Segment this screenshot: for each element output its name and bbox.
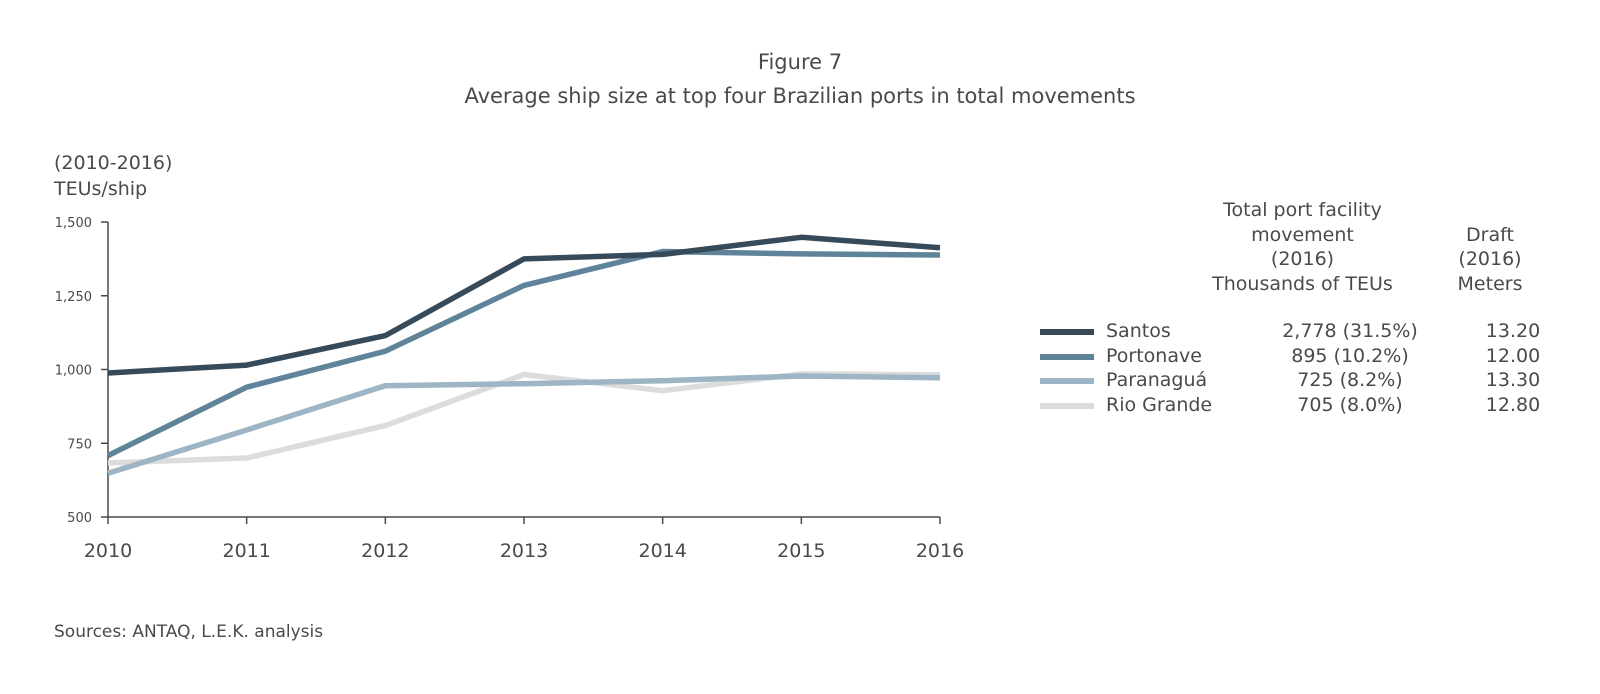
- legend-row-paranagua: Paranaguá 725 (8.2%) 13.30: [1040, 369, 1560, 394]
- x-tick-label: 2015: [777, 540, 825, 562]
- movement-column-header: Total port facility movement (2016) Thou…: [1190, 198, 1415, 296]
- y-tick-label: 1,250: [55, 290, 92, 305]
- y-tick-label: 1,500: [55, 216, 92, 231]
- legend-table: Santos 2,778 (31.5%) 13.20 Portonave 895…: [1040, 320, 1560, 418]
- legend-swatch: [1040, 353, 1094, 360]
- x-tick-label: 2012: [361, 540, 409, 562]
- legend-row-portonave: Portonave 895 (10.2%) 12.00: [1040, 345, 1560, 370]
- series-line-paranagua: [107, 373, 941, 476]
- y-tick-label: 750: [67, 437, 92, 452]
- x-tick-label: 2014: [638, 540, 686, 562]
- draft-header-line: Draft: [1466, 223, 1514, 246]
- legend-swatch: [1040, 402, 1094, 409]
- legend-swatch: [1040, 329, 1094, 335]
- legend-draft: 13.30: [1485, 369, 1541, 391]
- y-tick-label: 500: [67, 511, 92, 526]
- draft-column-header: Draft (2016) Meters: [1435, 223, 1545, 297]
- y-tick-label: 1,000: [55, 364, 92, 379]
- legend-draft: 12.80: [1485, 393, 1541, 416]
- movement-header-line: Thousands of TEUs: [1212, 272, 1393, 295]
- line-chart: 500 750 1,000 1,250 1,500 2010 2011 2012 2013 201…: [55, 216, 964, 562]
- range-label: (2010-2016): [54, 152, 173, 174]
- movement-header-line: Total port facility: [1223, 199, 1382, 221]
- legend-movement: 725 (8.2%): [1297, 369, 1403, 391]
- x-tick-label: 2011: [222, 540, 270, 562]
- legend-draft: 13.20: [1485, 320, 1541, 342]
- source-note: Sources: ANTAQ, L.E.K. analysis: [54, 622, 324, 642]
- figure-label: Figure 7: [757, 50, 843, 74]
- legend-movement: 705 (8.0%): [1297, 393, 1403, 416]
- series-line-rio-grande: [107, 371, 941, 466]
- figure-title: Average ship size at top four Brazilian …: [464, 84, 1136, 108]
- legend-movement: 2,778 (31.5%): [1282, 320, 1418, 342]
- series-line-portonave: [106, 248, 941, 459]
- legend-row-rio-grande: Rio Grande 705 (8.0%) 12.80: [1040, 394, 1560, 419]
- movement-header-line: (2016): [1270, 248, 1335, 270]
- legend-port-name: Santos: [1106, 320, 1171, 342]
- x-tick-label: 2013: [500, 540, 548, 562]
- series-line-santos: [107, 234, 941, 376]
- y-axis-unit-label: TEUs/ship: [54, 178, 148, 200]
- draft-header-line: (2016): [1458, 248, 1522, 270]
- legend-port-name: Portonave: [1106, 344, 1202, 367]
- legend-port-name: Paranaguá: [1106, 369, 1208, 391]
- legend-movement: 895 (10.2%): [1291, 344, 1409, 367]
- legend-draft: 12.00: [1485, 344, 1541, 367]
- x-tick-label: 2010: [84, 540, 132, 562]
- legend-row-santos: Santos 2,778 (31.5%) 13.20: [1040, 320, 1560, 345]
- legend-swatch: [1040, 378, 1094, 384]
- legend-port-name: Rio Grande: [1106, 393, 1213, 416]
- movement-header-line: movement: [1251, 223, 1354, 246]
- draft-header-line: Meters: [1457, 272, 1523, 295]
- x-tick-label: 2016: [916, 540, 964, 562]
